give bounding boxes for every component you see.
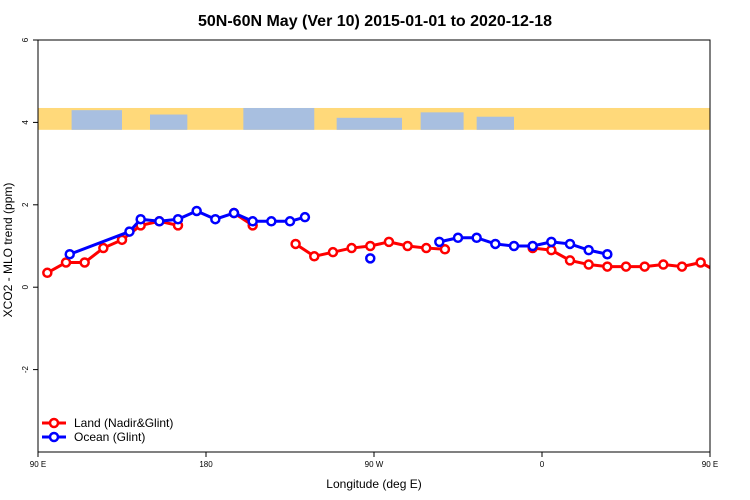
y-tick-label: 4 [21, 120, 30, 125]
data-point [546, 244, 557, 256]
data-point [191, 205, 202, 217]
data-point [508, 240, 520, 252]
data-point [60, 257, 72, 268]
data-point [602, 248, 613, 260]
data-point [172, 213, 184, 225]
data-point [734, 249, 742, 257]
data-point [734, 258, 742, 266]
data-point [564, 255, 576, 266]
y-axis: -2 0 2 4 6 [21, 37, 38, 373]
data-point [421, 242, 432, 254]
x-tick-label: 0 [540, 460, 545, 469]
data-point [247, 216, 258, 227]
data-point [439, 244, 451, 255]
data-point [299, 211, 311, 223]
x-axis-label: Longitude (deg E) [326, 477, 421, 491]
data-point [490, 238, 501, 250]
data-point [365, 240, 376, 252]
data-point [527, 240, 538, 252]
data-point [383, 236, 395, 248]
x-axis: 90 E 180 90 W 0 90 E [30, 452, 718, 469]
series-layer [42, 205, 742, 279]
data-point [546, 236, 557, 248]
y-tick-label: -2 [21, 365, 30, 373]
map-strip-ocean [336, 117, 402, 130]
legend: Land (Nadir&Glint) Ocean (Glint) [42, 416, 173, 444]
data-point [327, 246, 339, 258]
data-point [471, 232, 482, 244]
data-point [346, 242, 357, 254]
data-point [135, 213, 146, 225]
data-point [452, 232, 464, 244]
legend-label-ocean: Ocean (Glint) [74, 430, 145, 444]
chart-title: 50N-60N May (Ver 10) 2015-01-01 to 2020-… [198, 13, 552, 30]
data-point [228, 207, 240, 219]
data-point [210, 213, 221, 225]
map-strip-ocean [71, 110, 122, 130]
data-point [620, 261, 632, 272]
data-point [564, 238, 576, 250]
data-point [64, 248, 75, 260]
series-line [439, 236, 608, 256]
map-strip-ocean [420, 112, 464, 130]
data-point [98, 242, 109, 254]
data-point [309, 251, 320, 262]
x-tick-label: 180 [199, 460, 213, 469]
data-point [154, 216, 165, 227]
data-point [434, 236, 445, 248]
data-point [676, 261, 688, 272]
map-strip-ocean [476, 116, 514, 130]
x-tick-label: 90 E [702, 460, 718, 469]
map-strip [38, 107, 710, 130]
data-point [365, 253, 376, 264]
data-point [602, 261, 613, 272]
legend-marker-ocean [48, 431, 60, 443]
data-point [79, 257, 90, 268]
data-point [715, 269, 723, 277]
data-point [42, 267, 53, 279]
y-tick-label: 2 [21, 202, 30, 207]
legend-marker-land [48, 417, 60, 429]
x-tick-label: 90 E [30, 460, 46, 469]
data-point [290, 238, 301, 250]
data-point [583, 244, 594, 256]
x-tick-label: 90 W [365, 460, 384, 469]
map-strip-ocean [243, 107, 315, 130]
y-axis-label: XCO2 - MLO trend (ppm) [1, 183, 15, 318]
data-point [583, 259, 594, 270]
data-point [124, 226, 135, 237]
legend-label-land: Land (Nadir&Glint) [74, 416, 173, 430]
data-point [402, 240, 413, 252]
data-point [266, 216, 277, 227]
series-ocean [64, 205, 742, 264]
y-tick-label: 6 [21, 37, 30, 42]
y-tick-label: 0 [21, 284, 30, 289]
data-point [639, 261, 650, 272]
data-point [284, 216, 296, 227]
data-point [695, 257, 706, 268]
data-point [658, 259, 669, 270]
map-strip-ocean [150, 114, 188, 130]
